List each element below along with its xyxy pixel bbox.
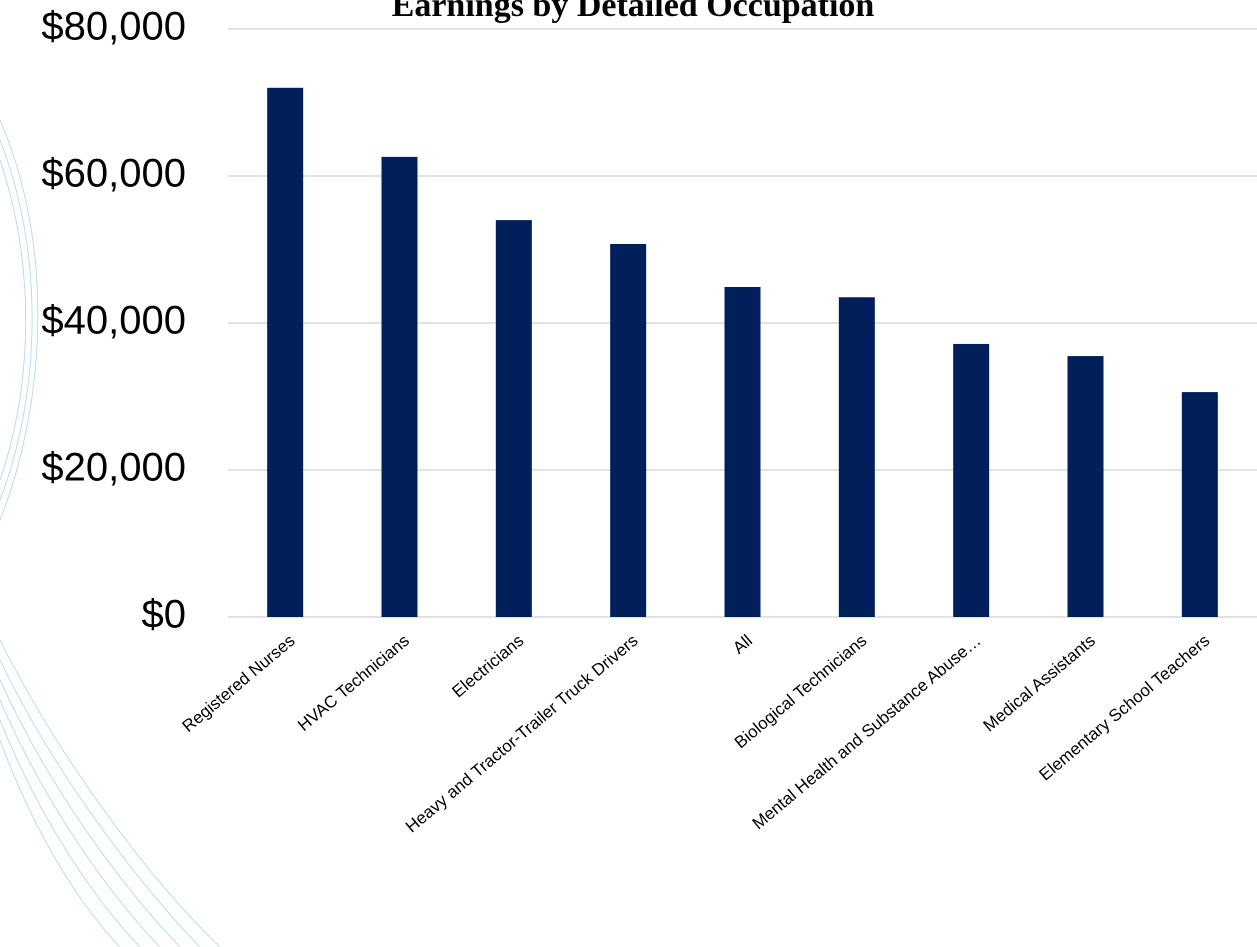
y-tick-label: $80,000 <box>41 5 186 49</box>
y-tick-label: $20,000 <box>41 446 186 490</box>
x-tick-label: Registered Nurses <box>179 631 299 736</box>
bar <box>267 87 304 618</box>
bar <box>610 243 647 618</box>
bar <box>381 156 418 617</box>
bar <box>838 297 875 617</box>
bar <box>495 220 532 617</box>
x-tick-label: Electricians <box>448 631 527 701</box>
x-tick-label: Heavy and Tractor-Trailer Truck Drivers <box>402 631 642 836</box>
y-tick-label: $60,000 <box>41 152 186 196</box>
x-tick-label: HVAC Technicians <box>294 631 413 735</box>
background-decoration <box>0 119 221 947</box>
bar <box>953 343 990 617</box>
x-tick-label: All <box>729 631 756 658</box>
y-tick-label: $40,000 <box>41 299 186 343</box>
x-tick-label: Medical Assistants <box>980 631 1099 735</box>
y-tick-label: $0 <box>142 593 187 637</box>
bar <box>724 286 761 617</box>
chart-title: Earnings by Detailed Occupation <box>392 0 875 24</box>
x-tick-label: Mental Health and Substance Abuse… <box>749 631 985 833</box>
bar <box>1067 356 1104 617</box>
bar <box>1181 392 1218 617</box>
